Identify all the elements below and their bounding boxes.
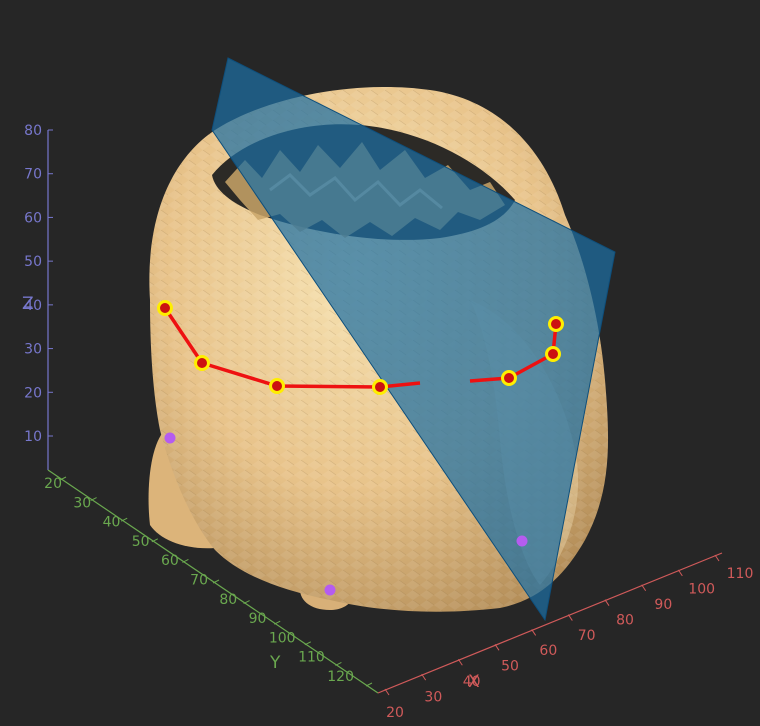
axis-tick-mark [604,599,610,606]
z-tick-label: 10 [24,429,42,445]
x-tick-label: 70 [578,628,596,644]
y-tick-label: 70 [190,573,208,589]
electrode-marker[interactable] [157,300,173,316]
x-tick-label: 20 [386,705,404,721]
axis-tick-mark [365,682,373,687]
x-tick-label: 60 [539,643,557,659]
y-tick-label: 80 [219,592,237,608]
axis-tick-mark [421,673,427,681]
axis-tick-mark [335,661,342,666]
x-tick-label: 110 [727,566,754,582]
axis-tick-mark [677,569,683,577]
z-tick-label: 70 [24,167,42,183]
axis-tick-mark [714,554,720,562]
z-tick-label: 60 [24,210,42,226]
axis-tick-mark [567,614,573,621]
y-tick-label: 90 [249,611,267,627]
axis-tick-mark [304,641,312,646]
y-tick-label: 30 [73,495,91,511]
z-axis: 10 20 30 40 50 60 70 80 Z [22,123,53,470]
z-axis-title: Z [22,294,34,314]
electrode-marker[interactable] [548,316,564,332]
x-tick-label: 40 [463,674,481,690]
z-tick-label: 50 [24,254,42,270]
z-tick-label: 30 [24,342,42,358]
electrode-marker[interactable] [269,378,285,394]
y-tick-label: 60 [161,553,179,569]
path-line-right [469,323,558,383]
fiducials [164,432,528,596]
y-tick-label: 20 [44,476,62,492]
axis-tick-mark [641,584,647,592]
fiducial-point [164,432,176,444]
axis-tick-mark [384,688,390,696]
electrode-marker[interactable] [545,346,561,362]
y-tick-label: 50 [132,534,150,550]
axis-tick-mark [494,644,500,651]
axis-tick-mark [212,579,220,584]
z-tick-label: 40 [24,298,42,314]
axis-tick-mark [273,620,281,625]
fiducial-point [516,535,528,547]
y-tick-label: 110 [298,650,325,666]
axis-tick-mark [120,517,128,522]
z-tick-label: 80 [24,123,42,139]
x-tick-label: 80 [616,612,634,628]
x-tick-label: 100 [688,581,715,597]
electrode-marker[interactable] [194,355,210,371]
z-tick-label: 20 [24,385,42,401]
fiducial-point [324,584,336,596]
x-tick-label: 50 [501,659,519,675]
electrode-path[interactable] [157,300,564,395]
x-tick-label: 30 [424,690,442,706]
axis-tick-mark [90,497,97,502]
y-tick-label: 120 [327,669,354,685]
axis-tick-mark [182,558,189,563]
axis-tick-mark [531,629,537,636]
y-tick-label: 100 [269,630,296,646]
x-axis: 20 30 40 50 60 70 80 90 100 110 X [377,552,754,721]
cutting-plane[interactable] [211,57,616,622]
axis-tick-mark [243,600,250,605]
x-axis-title: X [468,672,480,692]
axis-tick-mark [59,476,67,481]
axis-tick-mark [457,658,463,666]
y-tick-label: 40 [103,515,121,531]
electrode-marker[interactable] [501,370,517,386]
axis-tick-mark [151,538,159,543]
x-tick-label: 90 [654,597,672,613]
electrode-marker[interactable] [372,379,388,395]
y-axis-title: Y [269,653,281,673]
